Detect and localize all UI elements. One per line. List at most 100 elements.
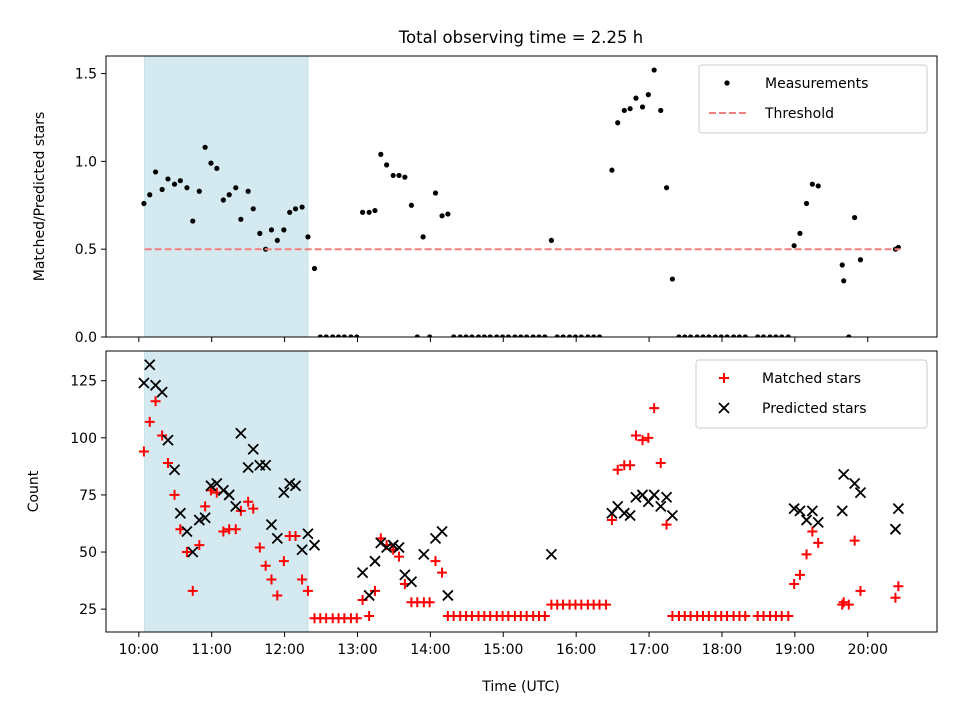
matched-star-marker xyxy=(260,560,271,571)
matched-star-marker xyxy=(740,611,751,622)
measurement-point xyxy=(354,334,360,337)
measurement-point xyxy=(767,334,773,337)
legend-label: Predicted stars xyxy=(762,401,867,417)
measurement-point xyxy=(779,334,785,337)
measurement-point xyxy=(797,230,803,236)
matched-star-marker xyxy=(637,435,648,446)
legend-matched-swatch xyxy=(719,373,729,383)
matched-star-marker xyxy=(169,489,180,500)
measurement-point xyxy=(554,334,560,337)
measurement-point xyxy=(432,190,439,196)
matched-star-marker xyxy=(194,540,205,551)
matched-star-marker xyxy=(357,595,368,606)
axes-frame xyxy=(105,350,938,633)
measurement-point xyxy=(785,334,791,337)
measurement-point xyxy=(615,120,621,126)
matched-star-marker xyxy=(539,611,550,622)
matched-star-marker xyxy=(248,503,259,514)
predicted-star-marker xyxy=(235,427,247,439)
predicted-star-marker xyxy=(892,502,905,515)
measurement-point xyxy=(712,334,718,337)
measurement-point xyxy=(152,169,159,175)
predicted-star-marker xyxy=(405,576,418,588)
measurement-point xyxy=(724,334,730,337)
matched-star-marker xyxy=(801,549,812,560)
measurement-point xyxy=(317,334,323,337)
matched-star-marker xyxy=(649,403,660,414)
predicted-star-marker xyxy=(369,555,381,567)
measurement-point xyxy=(196,188,202,194)
measurement-point xyxy=(578,334,584,337)
predicted-star-marker xyxy=(889,523,902,535)
predicted-star-marker xyxy=(223,489,235,501)
measurement-point xyxy=(487,334,493,337)
predicted-star-marker xyxy=(278,487,290,499)
predicted-star-marker xyxy=(302,528,314,540)
predicted-star-marker xyxy=(271,532,283,544)
predicted-star-marker xyxy=(265,518,278,531)
measurement-point xyxy=(694,334,700,337)
measurement-point xyxy=(688,334,694,337)
x-tick-label: 10:00 xyxy=(119,642,159,658)
measurement-point xyxy=(663,185,670,191)
predicted-star-marker xyxy=(624,509,636,522)
measurement-point xyxy=(287,209,293,215)
measurement-point xyxy=(773,334,779,337)
measurement-point xyxy=(494,334,500,337)
predicted-star-marker xyxy=(381,541,393,554)
matched-star-marker xyxy=(430,556,441,567)
matched-star-marker xyxy=(369,585,380,596)
matched-star-marker xyxy=(138,446,149,457)
matched-star-marker xyxy=(272,590,283,601)
predicted-star-marker xyxy=(418,548,430,560)
measurement-point xyxy=(815,183,821,189)
matched-star-marker xyxy=(302,585,313,596)
x-tick-label: 13:00 xyxy=(337,642,377,658)
measurement-point xyxy=(639,104,646,110)
measurement-point xyxy=(809,181,815,187)
predicted-star-marker xyxy=(162,434,174,446)
matched-star-marker xyxy=(601,599,612,610)
legend-label: Measurements xyxy=(765,76,868,92)
y-tick-label: 50 xyxy=(79,545,97,561)
predicted-star-marker xyxy=(387,539,399,551)
predicted-star-marker xyxy=(630,491,642,503)
predicted-star-marker xyxy=(666,509,679,522)
matched-star-marker xyxy=(297,574,308,585)
matched-star-marker xyxy=(162,457,173,468)
measurement-point xyxy=(633,95,639,101)
x-tick-label: 20:00 xyxy=(848,642,888,658)
matched-star-marker xyxy=(843,599,854,610)
measurement-point xyxy=(372,207,378,214)
matched-star-marker xyxy=(606,515,617,526)
matched-star-marker xyxy=(144,416,155,427)
measurement-point xyxy=(742,334,748,337)
measurement-point xyxy=(731,334,737,337)
predicted-star-marker xyxy=(247,443,259,455)
measurement-point xyxy=(202,144,208,150)
measurement-point xyxy=(658,107,664,114)
predicted-star-marker xyxy=(836,505,848,517)
predicted-star-marker xyxy=(296,544,308,556)
matched-star-marker xyxy=(266,574,277,585)
predicted-star-marker xyxy=(144,359,156,371)
predicted-star-marker xyxy=(308,539,321,551)
measurement-point xyxy=(700,334,706,337)
measurement-point xyxy=(852,214,858,221)
measurement-point xyxy=(682,334,688,337)
measurement-point xyxy=(518,334,524,337)
measurement-point xyxy=(841,278,847,284)
legend-box xyxy=(695,359,928,429)
measurement-point xyxy=(651,67,657,73)
figure-title: Total observing time = 2.25 h xyxy=(398,28,643,47)
measurement-point xyxy=(245,188,251,194)
matched-star-marker xyxy=(838,597,849,608)
measurement-point xyxy=(621,107,627,114)
measurement-point xyxy=(469,334,475,337)
measurement-point xyxy=(560,334,566,337)
measurement-point xyxy=(292,206,299,212)
shaded-span xyxy=(144,55,309,338)
measurement-point xyxy=(214,165,220,171)
legend-measurement-swatch xyxy=(724,80,730,86)
measurement-point xyxy=(390,172,396,179)
